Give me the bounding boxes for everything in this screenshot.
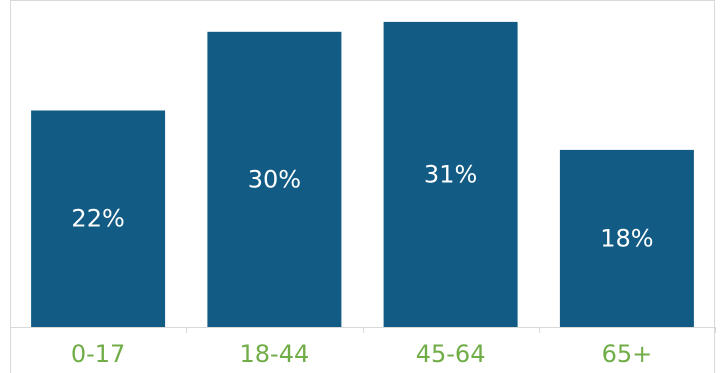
bars-layer: [31, 21, 694, 328]
x-tick-label: 18-44: [240, 340, 310, 368]
x-tick-label: 0-17: [71, 340, 125, 368]
axis-layer: [10, 327, 716, 333]
bar-value-label: 30%: [248, 165, 301, 193]
x-tick-labels-layer: 0-17 18-44 45-64 65+: [71, 340, 652, 368]
value-labels-layer: 22% 30% 31% 18%: [71, 161, 653, 253]
bar-65+: [559, 149, 694, 327]
bar-45-64: [383, 21, 518, 328]
bar-value-label: 22%: [71, 205, 124, 233]
bar-value-label: 18%: [600, 224, 653, 252]
bar-18-44: [207, 31, 342, 328]
x-tick-label: 65+: [602, 340, 653, 368]
x-tick-label: 45-64: [416, 340, 486, 368]
bar-0-17: [31, 110, 166, 327]
bar-value-label: 31%: [424, 161, 477, 189]
